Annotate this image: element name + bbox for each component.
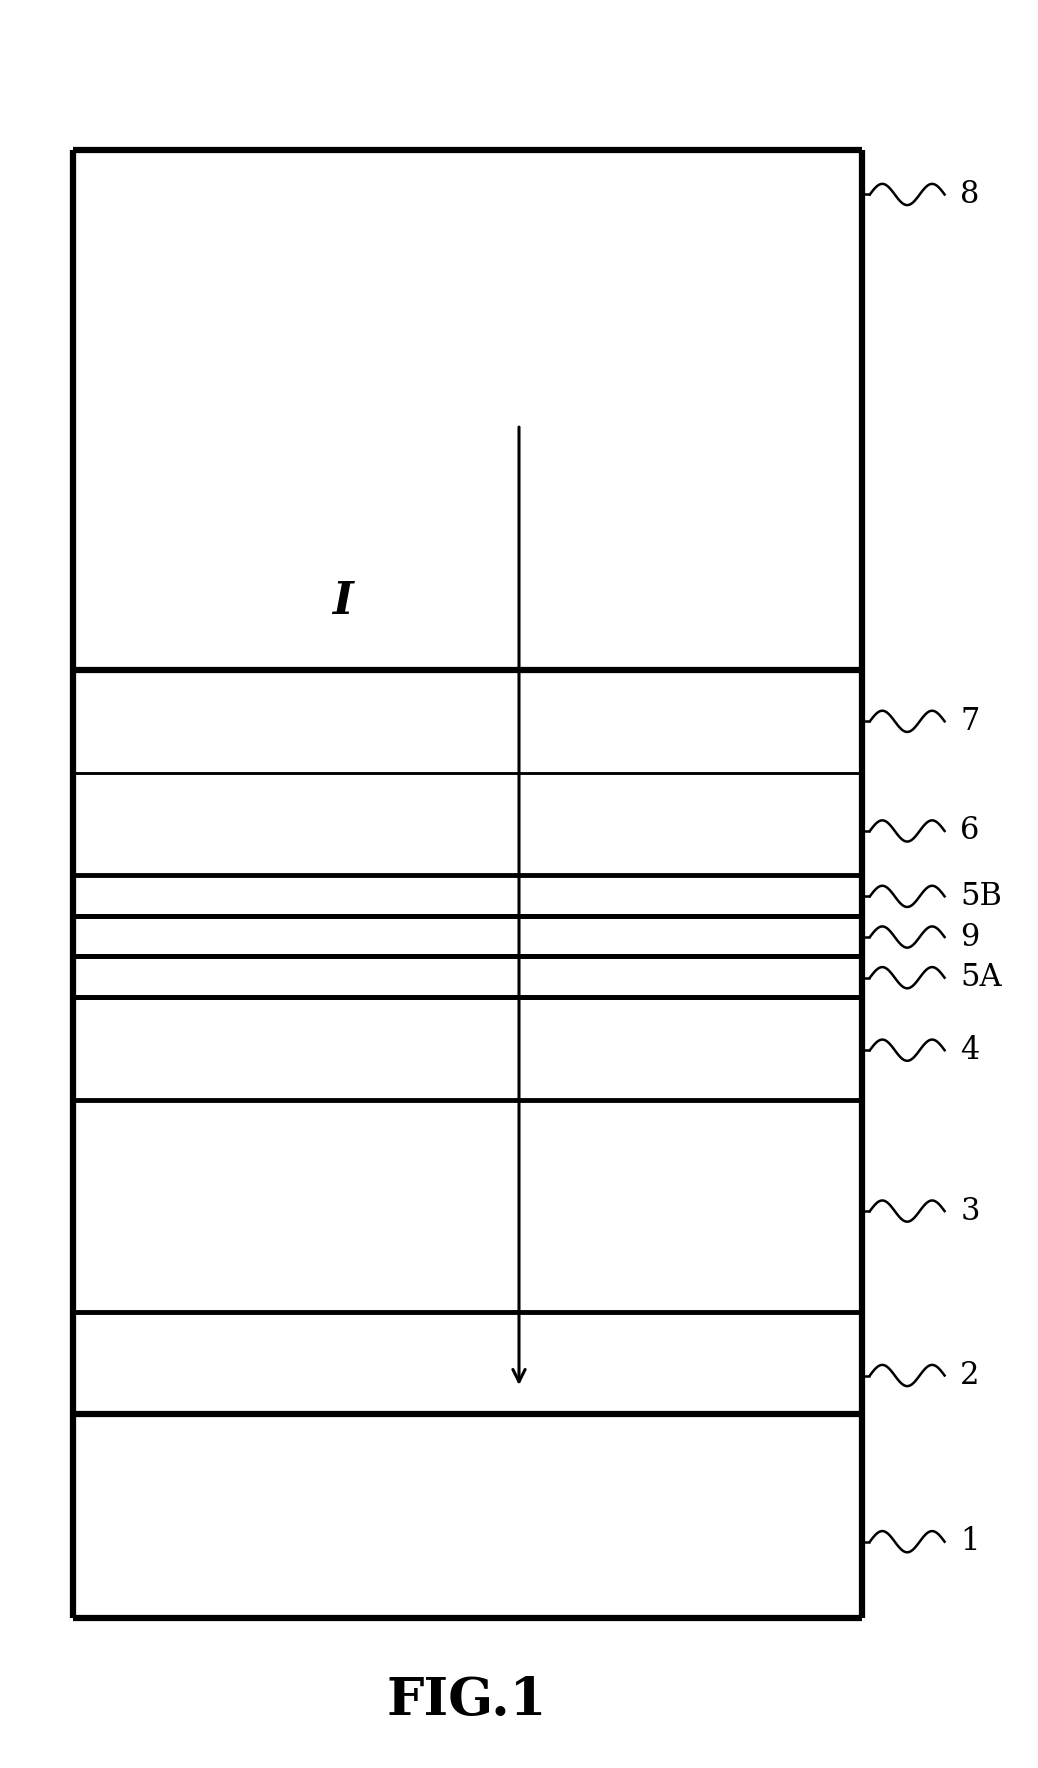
Text: 6: 6 [960, 815, 980, 847]
Text: 4: 4 [960, 1034, 980, 1066]
Text: I: I [332, 580, 353, 622]
Text: 5B: 5B [960, 880, 1002, 912]
Text: 7: 7 [960, 705, 980, 737]
Text: 9: 9 [960, 921, 980, 953]
Text: 1: 1 [960, 1526, 980, 1558]
Text: 3: 3 [960, 1195, 980, 1227]
Text: 5A: 5A [960, 962, 1002, 994]
Text: FIG.1: FIG.1 [387, 1676, 547, 1726]
Text: 2: 2 [960, 1360, 980, 1391]
Text: 8: 8 [960, 179, 980, 210]
